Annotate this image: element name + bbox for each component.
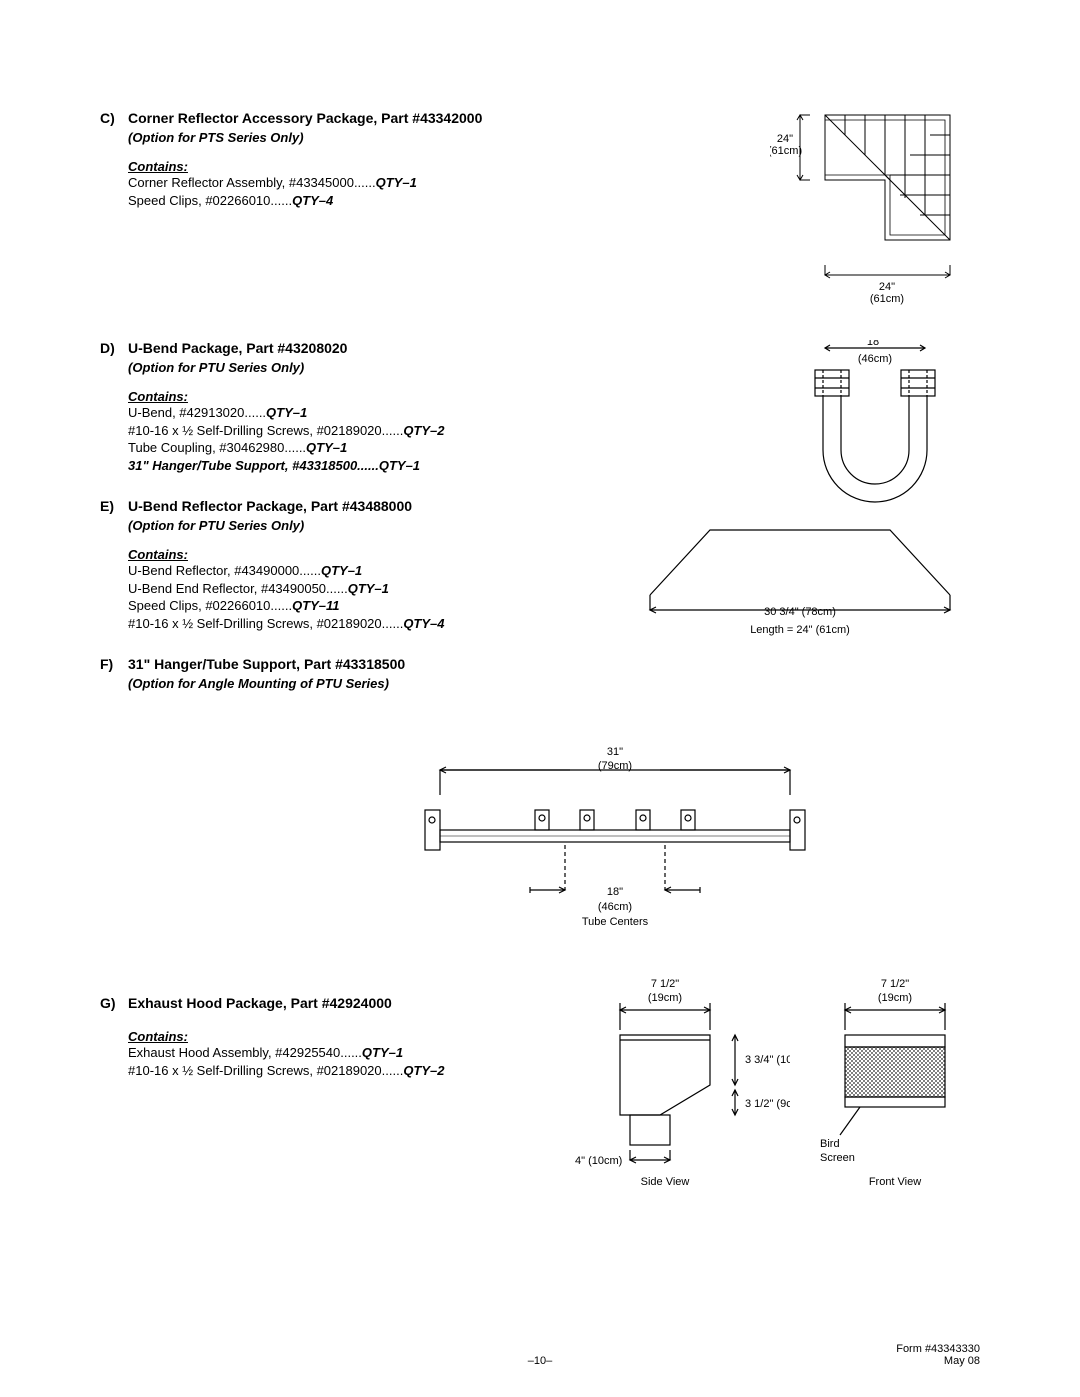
svg-text:7 1/2": 7 1/2" (651, 978, 679, 990)
svg-text:4" (10cm): 4" (10cm) (575, 1155, 622, 1167)
svg-text:7 1/2": 7 1/2" (881, 978, 909, 990)
page-number: –10– (100, 1355, 980, 1367)
figure-g-front: 7 1/2" (19cm) Bird Screen Front View (810, 975, 980, 1195)
svg-text:(46cm): (46cm) (598, 901, 632, 913)
section-f: F) 31" Hanger/Tube Support, Part #433185… (100, 656, 750, 691)
svg-text:(19cm): (19cm) (648, 992, 682, 1004)
figure-e: 30 3/4" (78cm) Length = 24" (61cm) (620, 515, 980, 645)
svg-text:Side View: Side View (641, 1176, 690, 1188)
section-c-letter: C) (100, 110, 128, 126)
svg-text:24": 24" (879, 281, 895, 293)
section-c: C) Corner Reflector Accessory Package, P… (100, 110, 750, 209)
section-d-title: D) U-Bend Package, Part #43208020 (100, 340, 750, 356)
section-c-contains: Contains: (128, 159, 750, 174)
svg-text:Front View: Front View (869, 1176, 921, 1188)
svg-text:3 1/2" (9cm): 3 1/2" (9cm) (745, 1098, 790, 1110)
form-number: Form #43343330 (896, 1343, 980, 1355)
svg-text:Screen: Screen (820, 1152, 855, 1164)
section-d: D) U-Bend Package, Part #43208020 (Optio… (100, 340, 750, 474)
section-c-title: C) Corner Reflector Accessory Package, P… (100, 110, 750, 126)
svg-text:Bird: Bird (820, 1138, 840, 1150)
svg-text:(19cm): (19cm) (878, 992, 912, 1004)
svg-text:24": 24" (777, 133, 793, 145)
svg-text:(61cm): (61cm) (770, 145, 802, 157)
svg-text:(79cm): (79cm) (598, 760, 632, 772)
svg-text:(46cm): (46cm) (858, 353, 892, 365)
section-c-heading: Corner Reflector Accessory Package, Part… (128, 110, 482, 126)
figure-c: 24" (61cm) 24" (61cm) (770, 110, 980, 310)
footer-date: May 08 (896, 1355, 980, 1367)
svg-text:3 3/4" (10cm): 3 3/4" (10cm) (745, 1054, 790, 1066)
svg-text:Length = 24" (61cm): Length = 24" (61cm) (750, 624, 850, 636)
svg-text:Tube Centers: Tube Centers (582, 916, 649, 928)
svg-text:18": 18" (607, 886, 623, 898)
page-footer: –10– Form #43343330 May 08 (100, 1355, 980, 1367)
figure-g-side: 7 1/2" (19cm) 3 3/4" (10cm) 3 1/2" (9cm)… (540, 975, 790, 1195)
svg-text:31": 31" (607, 746, 623, 758)
svg-text:(61cm): (61cm) (870, 293, 904, 305)
figure-f: 31" (79cm) 18" (46cm) Tube Centers (400, 735, 830, 945)
svg-text:18": 18" (867, 340, 883, 348)
section-g: G) Exhaust Hood Package, Part #42924000 … (100, 995, 520, 1079)
svg-text:30 3/4" (78cm): 30 3/4" (78cm) (764, 606, 836, 618)
section-c-items: Corner Reflector Assembly, #43345000....… (128, 174, 750, 209)
section-c-option: (Option for PTS Series Only) (128, 130, 750, 145)
figure-d: 18" (46cm) (770, 340, 980, 515)
